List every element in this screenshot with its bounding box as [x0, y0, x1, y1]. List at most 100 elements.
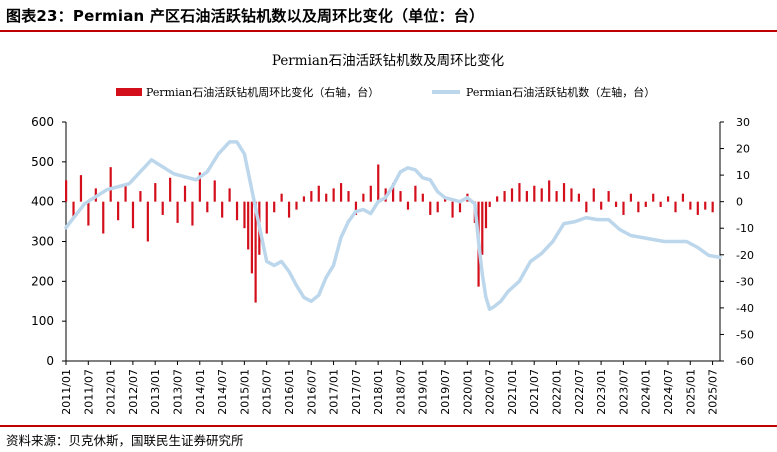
- x-axis-tick-label: 2020/01: [461, 369, 474, 415]
- bar: [310, 191, 313, 202]
- line-point: [206, 170, 209, 173]
- line-point: [428, 178, 432, 181]
- line-point: [414, 168, 417, 171]
- line-point: [265, 260, 268, 263]
- figure-title: 图表23：Permian 产区石油活跃钻机数以及周环比变化（单位：台）: [6, 7, 485, 25]
- bar: [607, 191, 610, 202]
- line-point: [172, 172, 175, 175]
- x-axis-tick-label: 2014/07: [216, 369, 229, 415]
- x-axis-tick-label: 2012/01: [105, 369, 118, 415]
- bar: [79, 175, 83, 202]
- bar: [406, 201, 410, 210]
- left-axis-tick-label: 600: [31, 115, 54, 129]
- bar: [206, 201, 209, 213]
- bar: [644, 201, 647, 207]
- line-point: [391, 184, 395, 187]
- line-point: [150, 158, 153, 162]
- line-point: [499, 300, 502, 303]
- bar: [592, 188, 595, 202]
- chart: Permian石油活跃钻机数及周环比变化 Permian石油活跃钻机周环比变化（…: [31, 53, 754, 415]
- line-point: [317, 294, 320, 297]
- bar: [131, 201, 135, 229]
- bar: [666, 196, 670, 202]
- bar: [518, 183, 521, 202]
- rig-count-line: [64, 140, 722, 311]
- line-point: [235, 140, 239, 144]
- line-point: [629, 234, 633, 237]
- bar: [146, 201, 149, 242]
- line-point: [443, 196, 447, 199]
- bar: [317, 185, 320, 202]
- line-point: [492, 306, 495, 309]
- x-axis-tick-label: 2022/01: [551, 369, 564, 415]
- bar: [250, 201, 253, 274]
- line-point: [718, 256, 722, 259]
- x-axis-tick-label: 2013/01: [149, 369, 162, 415]
- line-point: [362, 208, 365, 211]
- x-axis-tick-label: 2020/07: [484, 369, 497, 415]
- bar: [458, 201, 462, 213]
- line-point: [585, 216, 588, 219]
- line-point: [506, 290, 510, 293]
- bar: [87, 201, 90, 226]
- bar: [696, 201, 699, 215]
- line-point: [518, 280, 521, 283]
- bar: [183, 185, 187, 202]
- x-axis-tick-label: 2016/07: [305, 369, 318, 415]
- bar: [503, 191, 506, 202]
- right-axis-tick-label: -10: [736, 222, 754, 235]
- line-point: [127, 182, 131, 185]
- x-axis-tick-label: 2015/01: [238, 369, 251, 415]
- bar: [280, 193, 283, 202]
- legend-bar-swatch: [116, 88, 142, 96]
- line-point: [406, 166, 410, 170]
- left-axis-labels: 0 100 200 300 400 500 600: [31, 115, 54, 368]
- bar: [577, 193, 580, 202]
- x-axis-tick-label: 2021/01: [506, 369, 519, 415]
- line-point: [466, 196, 469, 199]
- line-point: [480, 272, 484, 275]
- bar: [399, 191, 402, 202]
- bar: [414, 185, 417, 202]
- line-point: [287, 270, 291, 273]
- x-axis-tick-label: 2015/07: [261, 369, 274, 415]
- bar: [254, 201, 257, 303]
- bar: [674, 201, 677, 213]
- right-axis-labels: 30 20 10 0 -10 -20 -30 -40 -50 -60: [736, 116, 754, 368]
- bar: [689, 201, 692, 210]
- bar: [332, 188, 335, 202]
- bar: [161, 201, 164, 215]
- x-axis-tick-label: 2014/01: [194, 369, 207, 415]
- bar: [228, 188, 231, 202]
- x-axis-tick-label: 2024/01: [640, 369, 653, 415]
- bar: [600, 201, 603, 210]
- right-axis-tick-label: -30: [736, 275, 754, 288]
- x-axis-tick-label: 2025/01: [684, 369, 697, 415]
- bar: [369, 185, 372, 202]
- bar: [139, 191, 142, 202]
- line-point: [339, 236, 343, 239]
- bar: [169, 177, 172, 202]
- bar: [339, 183, 343, 202]
- right-axis-tick-label: 20: [736, 143, 750, 156]
- bar: [302, 196, 306, 202]
- bar: [392, 183, 395, 202]
- line-point: [640, 236, 644, 239]
- bar: [496, 196, 499, 202]
- line-point: [228, 140, 231, 144]
- line-point: [399, 170, 402, 173]
- bar: [273, 201, 276, 213]
- right-axis-tick-label: -20: [736, 249, 754, 262]
- line-point: [250, 188, 253, 191]
- line-point: [280, 260, 283, 263]
- x-axis-tick-label: 2025/07: [707, 369, 720, 415]
- x-axis-tick-label: 2018/01: [372, 369, 385, 415]
- bar: [585, 201, 588, 213]
- bar: [614, 201, 618, 207]
- bar: [295, 201, 298, 210]
- line-point: [83, 202, 86, 205]
- bar: [102, 201, 105, 234]
- bar: [191, 201, 194, 226]
- x-axis-labels: 2011/01 2011/07 2012/01 2012/07 2013/01 2013/…: [60, 369, 720, 415]
- footer-rule: [0, 425, 777, 427]
